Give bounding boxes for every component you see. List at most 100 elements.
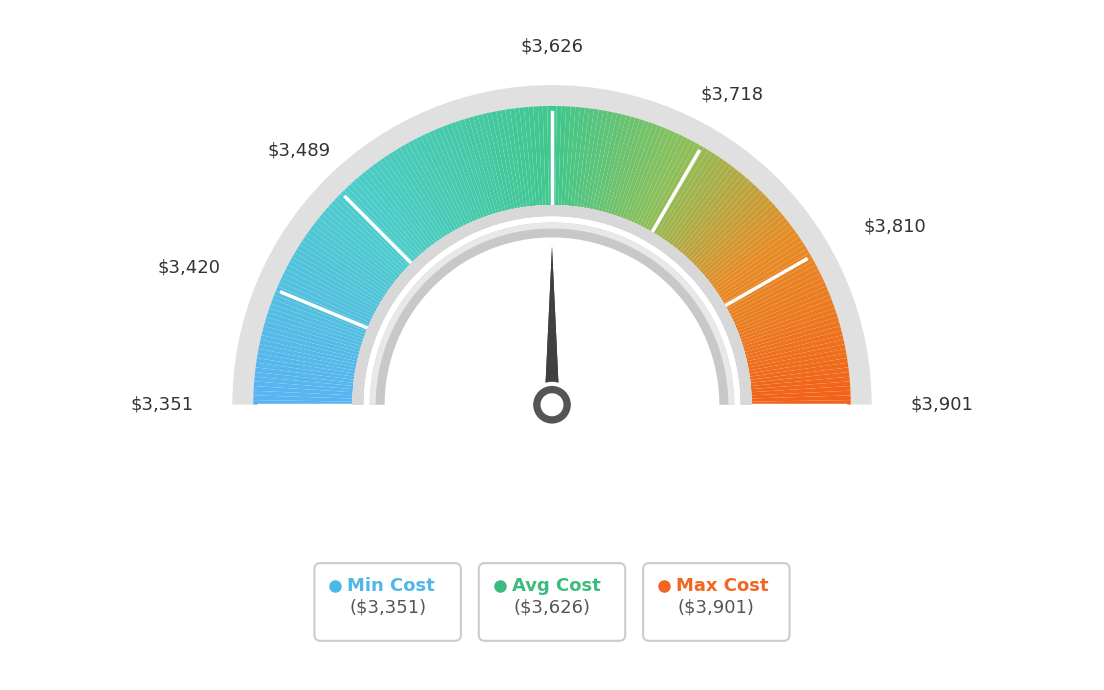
Wedge shape (266, 313, 368, 348)
Wedge shape (703, 218, 788, 286)
Wedge shape (564, 106, 575, 211)
Wedge shape (656, 152, 716, 242)
Text: $3,810: $3,810 (863, 217, 926, 236)
Wedge shape (745, 382, 850, 393)
Wedge shape (709, 229, 796, 293)
Wedge shape (328, 204, 408, 276)
Wedge shape (421, 135, 469, 230)
Wedge shape (232, 85, 872, 405)
Wedge shape (735, 308, 836, 345)
Wedge shape (567, 107, 580, 211)
Text: ($3,351): ($3,351) (349, 599, 426, 617)
Wedge shape (305, 233, 393, 295)
Wedge shape (744, 358, 848, 377)
Wedge shape (743, 353, 847, 375)
Wedge shape (264, 322, 365, 353)
Text: Min Cost: Min Cost (348, 577, 435, 595)
Wedge shape (743, 348, 847, 371)
Wedge shape (689, 193, 766, 270)
Wedge shape (258, 344, 362, 368)
Wedge shape (288, 261, 382, 314)
Wedge shape (736, 313, 838, 348)
Wedge shape (254, 386, 358, 395)
Wedge shape (552, 106, 556, 210)
Text: $3,351: $3,351 (130, 396, 193, 414)
Wedge shape (746, 400, 851, 405)
Wedge shape (361, 172, 431, 255)
Wedge shape (711, 233, 799, 295)
Wedge shape (576, 108, 594, 213)
Wedge shape (669, 166, 735, 251)
Wedge shape (659, 155, 720, 244)
Wedge shape (745, 367, 849, 384)
Wedge shape (654, 150, 712, 241)
Wedge shape (514, 108, 531, 212)
Wedge shape (718, 248, 809, 306)
Wedge shape (606, 118, 640, 219)
Wedge shape (618, 124, 658, 223)
Wedge shape (341, 190, 417, 268)
Wedge shape (354, 177, 426, 259)
Wedge shape (370, 222, 734, 405)
Wedge shape (601, 115, 630, 217)
Wedge shape (437, 127, 480, 226)
Wedge shape (254, 382, 359, 393)
Wedge shape (392, 150, 450, 241)
Polygon shape (544, 246, 560, 405)
Wedge shape (487, 112, 512, 215)
Wedge shape (722, 261, 816, 314)
Wedge shape (635, 135, 683, 230)
Wedge shape (500, 110, 521, 213)
Wedge shape (380, 157, 443, 246)
Wedge shape (263, 326, 364, 357)
Wedge shape (253, 400, 358, 405)
Wedge shape (468, 117, 501, 218)
Wedge shape (442, 126, 484, 224)
Wedge shape (603, 117, 636, 218)
Text: Max Cost: Max Cost (676, 577, 768, 595)
Wedge shape (561, 106, 571, 211)
Wedge shape (434, 129, 478, 226)
Wedge shape (559, 106, 566, 210)
Wedge shape (262, 331, 364, 359)
Wedge shape (684, 187, 760, 265)
Wedge shape (680, 181, 753, 261)
Wedge shape (254, 377, 359, 390)
Wedge shape (737, 317, 839, 351)
Wedge shape (592, 112, 617, 215)
Text: $3,901: $3,901 (911, 396, 974, 414)
Text: ($3,626): ($3,626) (513, 599, 591, 617)
Wedge shape (253, 395, 358, 402)
Wedge shape (734, 299, 834, 339)
Wedge shape (519, 107, 533, 212)
Wedge shape (474, 115, 503, 217)
Wedge shape (425, 132, 473, 229)
Wedge shape (629, 130, 675, 228)
Wedge shape (571, 107, 585, 212)
Wedge shape (620, 126, 662, 224)
Wedge shape (358, 210, 746, 405)
Wedge shape (282, 273, 378, 322)
Wedge shape (691, 197, 769, 272)
Wedge shape (209, 405, 895, 690)
Wedge shape (542, 106, 549, 210)
Wedge shape (369, 166, 435, 251)
Wedge shape (626, 129, 670, 226)
Wedge shape (687, 190, 763, 268)
Wedge shape (594, 113, 622, 216)
Wedge shape (693, 200, 773, 274)
Wedge shape (548, 106, 552, 210)
Wedge shape (270, 299, 370, 339)
Wedge shape (446, 124, 486, 223)
Wedge shape (708, 226, 794, 290)
Wedge shape (269, 304, 369, 342)
Text: ($3,901): ($3,901) (678, 599, 755, 617)
Wedge shape (338, 193, 415, 270)
Wedge shape (491, 111, 516, 215)
Wedge shape (533, 106, 543, 211)
Wedge shape (286, 265, 381, 317)
Wedge shape (733, 295, 831, 336)
Wedge shape (358, 175, 428, 257)
Wedge shape (319, 215, 402, 284)
Polygon shape (544, 246, 560, 405)
